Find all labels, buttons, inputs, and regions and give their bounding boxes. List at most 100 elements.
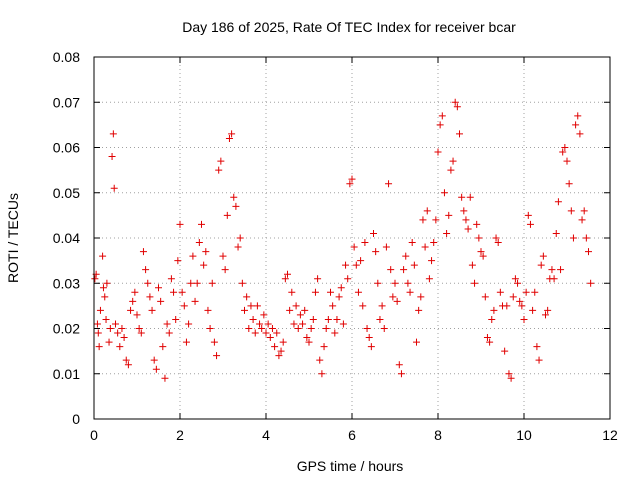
- data-point: [350, 243, 358, 251]
- data-point: [152, 365, 160, 373]
- data-point: [129, 297, 137, 305]
- data-point: [228, 130, 236, 138]
- data-point: [133, 311, 141, 319]
- data-point: [264, 320, 272, 328]
- data-point: [471, 279, 479, 287]
- data-point: [195, 239, 203, 247]
- data-point: [157, 297, 165, 305]
- data-point: [518, 302, 526, 310]
- data-point: [189, 252, 197, 260]
- data-point: [352, 261, 360, 269]
- data-point: [539, 252, 547, 260]
- y-axis-label: ROTI / TECUs: [5, 193, 21, 283]
- data-point: [191, 297, 199, 305]
- data-point: [106, 325, 114, 332]
- data-point: [548, 266, 556, 274]
- x-tick-labels: 0 2 4 6 8 10 12: [90, 427, 618, 443]
- data-point: [314, 275, 322, 283]
- data-point: [382, 243, 390, 251]
- data-point: [135, 325, 143, 332]
- data-point: [165, 329, 173, 337]
- data-point: [131, 288, 139, 296]
- x-tick-label: 10: [516, 427, 532, 443]
- data-point: [365, 334, 373, 342]
- data-point: [124, 361, 132, 369]
- data-point: [105, 338, 113, 346]
- data-point: [182, 338, 190, 346]
- data-point: [187, 279, 195, 287]
- data-point: [329, 302, 337, 310]
- data-point: [503, 302, 511, 310]
- y-tick-label: 0.02: [53, 321, 80, 337]
- data-point: [331, 329, 339, 337]
- data-point: [311, 288, 319, 296]
- data-point: [511, 275, 519, 283]
- data-point: [260, 311, 268, 319]
- data-point: [335, 293, 343, 301]
- data-point: [95, 343, 103, 351]
- data-point: [144, 279, 152, 287]
- data-point: [529, 306, 537, 314]
- data-point: [378, 302, 386, 310]
- x-axis-label: GPS time / hours: [297, 458, 404, 474]
- data-point: [120, 334, 128, 342]
- data-point: [249, 315, 257, 323]
- data-point: [481, 293, 489, 301]
- data-point: [458, 193, 466, 201]
- data-point: [245, 325, 253, 332]
- data-point: [346, 180, 354, 188]
- data-point: [112, 320, 119, 328]
- data-point: [307, 325, 315, 332]
- data-point: [569, 234, 577, 242]
- chart-title: Day 186 of 2025, Rate Of TEC Index for r…: [182, 19, 516, 35]
- data-point: [576, 130, 584, 138]
- data-point: [320, 343, 328, 351]
- data-point: [505, 370, 513, 378]
- data-point: [142, 266, 150, 274]
- data-point: [445, 211, 453, 219]
- data-point: [271, 343, 279, 351]
- data-point: [520, 315, 528, 323]
- data-point: [155, 284, 162, 292]
- data-point: [387, 266, 395, 274]
- data-point: [370, 229, 377, 237]
- data-point: [475, 234, 483, 242]
- data-point: [380, 325, 388, 332]
- data-point: [572, 121, 580, 129]
- data-point: [286, 306, 294, 314]
- data-point: [385, 180, 393, 188]
- data-point: [516, 297, 524, 305]
- y-tick-label: 0.07: [53, 94, 80, 110]
- data-point: [415, 306, 423, 314]
- data-point: [118, 325, 126, 332]
- data-point: [574, 112, 582, 120]
- data-point: [514, 279, 522, 287]
- data-point: [393, 297, 401, 305]
- data-point: [139, 248, 147, 256]
- y-tick-label: 0.08: [53, 49, 80, 65]
- data-point: [292, 302, 300, 310]
- data-point: [127, 306, 135, 314]
- data-point: [284, 270, 291, 278]
- data-point: [299, 320, 307, 328]
- data-point: [496, 288, 504, 296]
- data-point: [337, 284, 345, 292]
- y-tick-labels: 0 0.01 0.02 0.03 0.04 0.05 0.06 0.07 0.0…: [53, 49, 80, 427]
- data-point: [494, 239, 502, 247]
- data-point: [372, 248, 380, 256]
- grid: [94, 57, 610, 419]
- data-point: [230, 193, 238, 201]
- data-point: [561, 144, 569, 151]
- data-point: [102, 315, 110, 323]
- data-point: [288, 288, 296, 296]
- data-point: [462, 216, 470, 224]
- data-point: [198, 220, 205, 228]
- data-point: [443, 229, 451, 237]
- data-point: [406, 288, 414, 296]
- data-point: [565, 180, 573, 188]
- x-tick-label: 0: [90, 427, 98, 443]
- y-tick-label: 0.05: [53, 185, 80, 201]
- data-point: [447, 166, 455, 174]
- data-point: [363, 325, 371, 332]
- data-point: [273, 329, 281, 337]
